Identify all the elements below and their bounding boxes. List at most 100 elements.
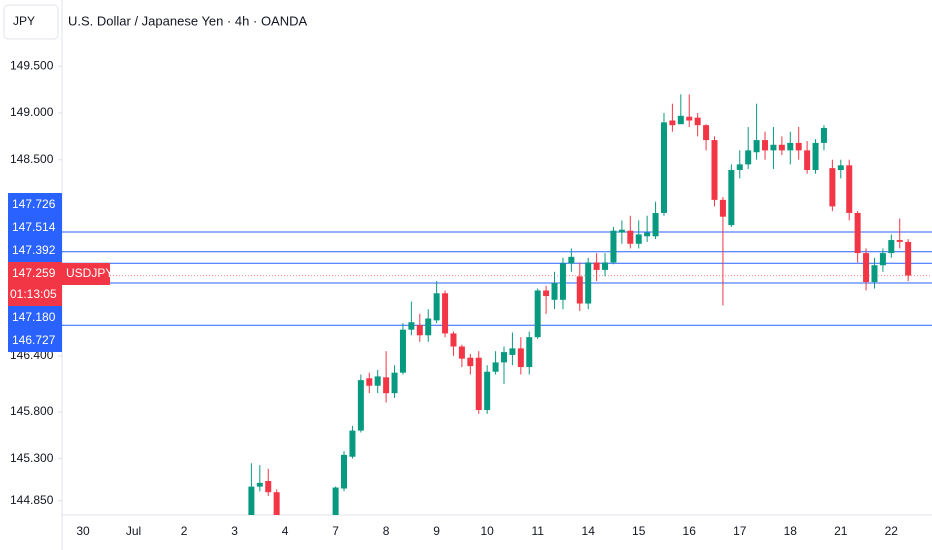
x-tick-label: 14 — [582, 524, 596, 538]
current-price-label: 147.259 — [12, 266, 56, 280]
candle-body — [399, 329, 406, 373]
candle-body — [349, 430, 356, 457]
candle-body — [652, 212, 659, 237]
candle-body — [475, 357, 482, 411]
y-tick-label: 149.000 — [10, 105, 54, 119]
candle-body — [635, 234, 642, 244]
candle-body — [534, 290, 541, 338]
candle-body — [559, 263, 566, 300]
candle-body — [787, 142, 794, 151]
candle-body — [694, 117, 701, 126]
candle-body — [888, 240, 895, 254]
currency-box[interactable] — [3, 4, 59, 40]
chart-title: U.S. Dollar / Japanese Yen · 4h · OANDA — [68, 13, 308, 28]
candle-body — [501, 352, 507, 363]
candle-body — [677, 115, 684, 125]
x-tick-label: 8 — [383, 524, 390, 538]
candle-body — [543, 290, 550, 297]
x-tick-label: 16 — [683, 524, 697, 538]
symbol-box — [62, 263, 110, 285]
candle-body — [408, 322, 415, 330]
candle-body — [526, 337, 533, 368]
candle-body — [442, 293, 449, 334]
x-tick-label: 7 — [332, 524, 339, 538]
x-tick-label: 10 — [480, 524, 494, 538]
countdown-label: 01:13:05 — [10, 287, 57, 301]
candle-body — [416, 325, 423, 336]
price-line-label-box — [8, 306, 62, 329]
candle-body — [467, 357, 474, 367]
candle-body — [265, 481, 272, 493]
y-tick-label: 149.500 — [10, 58, 54, 72]
x-tick-label: 17 — [733, 524, 747, 538]
candle-body — [905, 241, 912, 276]
price-line-label-box — [8, 193, 62, 216]
x-tick-label: 11 — [531, 524, 544, 538]
candle-body — [273, 492, 280, 515]
x-tick-label: 9 — [433, 524, 440, 538]
candle-body — [837, 165, 844, 170]
candle-body — [719, 199, 726, 217]
price-line-label: 147.392 — [12, 243, 56, 257]
candle-body — [568, 256, 575, 264]
candle-body — [509, 348, 516, 355]
candle-body — [871, 265, 878, 283]
candle-body — [602, 262, 609, 270]
y-tick-label: 145.800 — [10, 404, 54, 418]
symbol-label: USDJPY — [66, 266, 113, 280]
y-tick-label: 148.500 — [10, 152, 54, 166]
candle-body — [820, 127, 827, 143]
candle-body — [686, 116, 693, 121]
candle-body — [863, 253, 870, 283]
candle-body — [256, 482, 263, 487]
price-line-label: 147.514 — [12, 220, 56, 234]
candle-body — [383, 377, 390, 394]
candle-body — [753, 140, 760, 153]
x-tick-label: 3 — [231, 524, 238, 538]
candle-body — [829, 168, 836, 207]
candle-body — [576, 276, 583, 304]
candle-body — [728, 169, 735, 226]
price-line-label-box — [8, 239, 62, 262]
candle-body — [551, 282, 558, 300]
candle-body — [366, 378, 373, 386]
candle-body — [433, 293, 440, 321]
plot-area — [62, 94, 932, 515]
current-price-box — [8, 262, 62, 306]
candle-body — [896, 240, 903, 242]
candle-body — [795, 142, 802, 151]
currency[interactable]: JPY — [13, 14, 35, 28]
candle-body — [669, 120, 676, 126]
candle-body — [492, 362, 499, 372]
candle-body — [762, 140, 769, 151]
candle-body — [517, 348, 524, 368]
price-line-label-box — [8, 216, 62, 239]
candle-body — [854, 212, 861, 254]
candle-body — [745, 150, 752, 165]
x-tick-label: 2 — [181, 524, 188, 538]
candle-body — [703, 125, 710, 141]
x-tick-label: 4 — [282, 524, 289, 538]
candle-body — [660, 122, 667, 213]
x-tick-label: 21 — [834, 524, 848, 538]
candle-body — [804, 150, 811, 170]
candle-body — [458, 346, 465, 359]
candle-body — [484, 371, 491, 411]
candle-body — [585, 262, 592, 304]
price-line-label: 146.727 — [12, 333, 56, 347]
candle-body — [770, 144, 777, 151]
x-tick-label: 22 — [885, 524, 899, 538]
candle-body — [391, 372, 398, 394]
candle-body — [341, 454, 348, 489]
candle-body — [593, 262, 600, 270]
candle-body — [736, 164, 743, 170]
candle-body — [610, 230, 617, 263]
price-line-label: 147.180 — [12, 310, 56, 324]
x-tick-label: Jul — [126, 524, 141, 538]
price-line-label-box — [8, 329, 62, 352]
candle-body — [644, 232, 651, 237]
candle-body — [450, 333, 457, 347]
candle-body — [357, 380, 364, 431]
